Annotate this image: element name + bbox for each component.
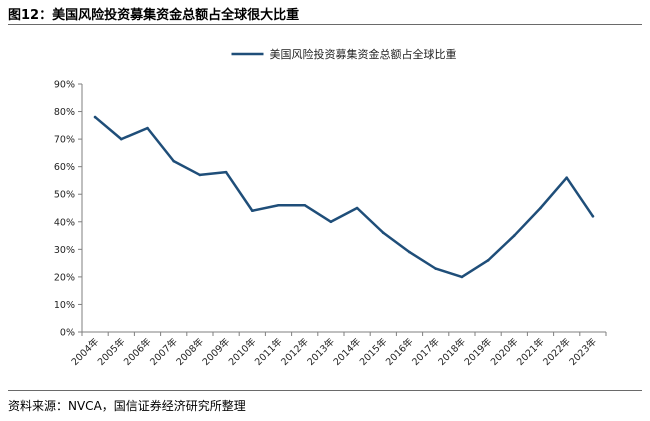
x-tick-label: 2004年 — [69, 335, 102, 368]
y-tick-label: 30% — [54, 245, 75, 256]
data-point — [460, 275, 464, 279]
data-point — [329, 220, 333, 224]
series-line — [93, 115, 595, 279]
y-tick-label: 50% — [54, 190, 75, 201]
data-point — [565, 176, 568, 179]
x-tick-label: 2023年 — [567, 335, 600, 368]
x-tick-label: 2005年 — [95, 335, 128, 368]
x-tick-label: 2012年 — [279, 335, 312, 368]
title-divider — [8, 24, 642, 25]
x-tick-label: 2019年 — [462, 335, 495, 368]
data-point — [172, 159, 175, 163]
x-tick-label: 2009年 — [200, 335, 233, 368]
data-point — [434, 267, 438, 270]
x-tick-label: 2008年 — [174, 335, 207, 368]
x-tick-label: 2013年 — [305, 335, 338, 368]
y-tick-label: 10% — [54, 300, 75, 311]
data-point — [355, 206, 359, 210]
data-point — [591, 214, 595, 218]
y-tick-label: 20% — [54, 272, 75, 283]
y-tick-label: 60% — [54, 162, 75, 173]
x-tick-label: 2011年 — [252, 335, 285, 368]
x-tick-label: 2015年 — [357, 335, 390, 368]
data-point — [198, 173, 202, 177]
data-point — [224, 170, 228, 174]
data-point — [303, 203, 307, 207]
data-point — [408, 250, 411, 254]
data-point — [539, 206, 542, 210]
x-tick-label: 2016年 — [383, 335, 416, 368]
y-tick-label: 90% — [54, 80, 75, 91]
x-tick-label: 2010年 — [226, 335, 259, 368]
data-point — [120, 137, 123, 141]
x-tick-label: 2018年 — [436, 335, 469, 368]
data-point — [513, 234, 516, 237]
x-tick-label: 2006年 — [121, 335, 154, 368]
y-tick-label: 80% — [54, 107, 75, 118]
source-divider — [8, 390, 642, 391]
y-tick-label: 70% — [54, 135, 75, 146]
y-tick-label: 0% — [60, 328, 75, 339]
x-tick-label: 2007年 — [148, 335, 181, 368]
source-note: 资料来源：NVCA，国信证券经济研究所整理 — [8, 399, 246, 413]
figure-title: 图12：美国风险投资募集资金总额占全球很大比重 — [8, 8, 300, 23]
data-point — [251, 209, 254, 213]
data-point — [146, 126, 149, 130]
x-tick-label: 2020年 — [488, 335, 521, 368]
y-tick-label: 40% — [54, 217, 75, 228]
x-tick-label: 2014年 — [331, 335, 364, 368]
data-point — [486, 259, 490, 262]
data-point — [93, 115, 97, 119]
x-tick-label: 2021年 — [514, 335, 547, 368]
legend-label: 美国风险投资募集资金总额占全球比重 — [270, 47, 457, 61]
x-tick-label: 2017年 — [410, 335, 443, 368]
x-tick-label: 2022年 — [541, 335, 574, 368]
data-point — [277, 203, 280, 207]
data-point — [382, 231, 385, 235]
